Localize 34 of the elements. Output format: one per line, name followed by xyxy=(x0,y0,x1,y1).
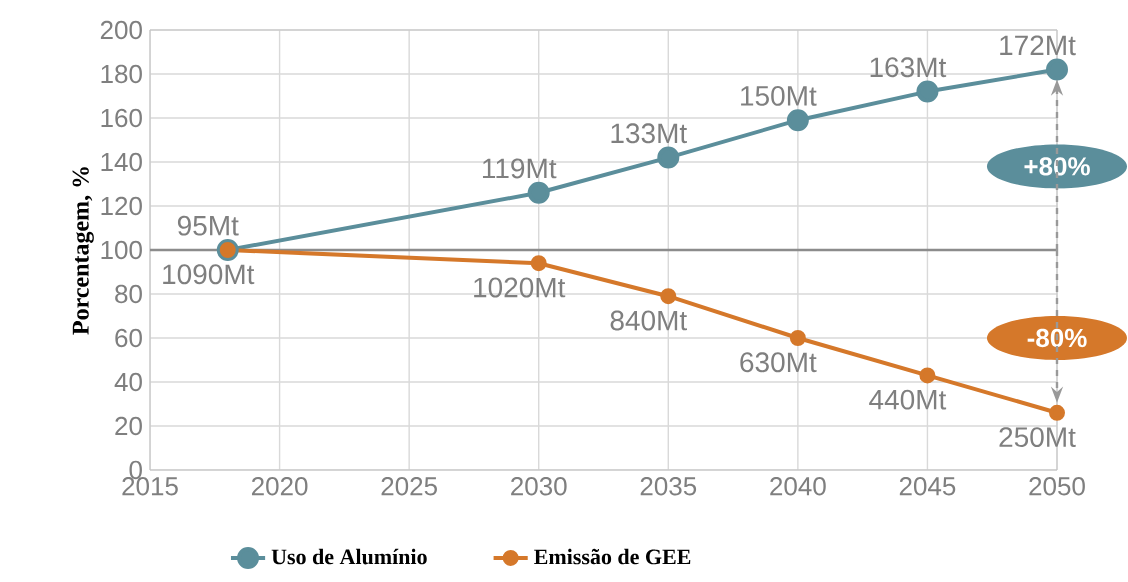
annotation: 440Mt xyxy=(869,389,947,410)
x-tick-label: 2040 xyxy=(770,477,826,496)
x-tick-label: 2030 xyxy=(511,477,567,496)
annotation: 1020Mt xyxy=(474,277,566,298)
x-tick-label: 2035 xyxy=(640,477,697,496)
x-tick-label: 2025 xyxy=(381,477,437,496)
legend-label: Uso de Alumínio xyxy=(271,548,427,565)
x-tick-label: 2045 xyxy=(899,477,956,496)
annotation: 119Mt xyxy=(482,158,557,179)
annotation: 150Mt xyxy=(741,85,817,106)
legend-label: Emissão de GEE xyxy=(534,548,691,565)
annotation: 163Mt xyxy=(870,57,947,78)
y-tick-label: 120 xyxy=(101,196,142,216)
y-tick-label: 140 xyxy=(101,152,142,172)
annotation: 250Mt xyxy=(999,427,1076,448)
y-tick-label: 180 xyxy=(101,64,142,84)
x-tick-label: 2050 xyxy=(1029,477,1085,496)
annotation: 1090Mt xyxy=(163,264,255,285)
annotation: 95Mt xyxy=(177,215,239,236)
y-tick-label: 40 xyxy=(114,372,142,392)
y-tick-label: 160 xyxy=(101,108,142,128)
y-tick-label: 20 xyxy=(115,416,142,436)
annotation: 840Mt xyxy=(610,310,687,331)
annotation: 133Mt xyxy=(611,123,687,144)
y-tick-label: 100 xyxy=(101,240,142,260)
x-tick-label: 2020 xyxy=(251,477,308,496)
y-tick-label: 80 xyxy=(115,284,142,304)
annotation: 172Mt xyxy=(1000,35,1076,56)
y-tick-label: 60 xyxy=(115,328,142,348)
annotation: 630Mt xyxy=(740,352,817,373)
y-tick-label: 200 xyxy=(100,20,142,40)
annotation: -80% xyxy=(1027,328,1087,348)
annotation: +80% xyxy=(1024,157,1090,176)
y-axis-title: Porcentagem, % xyxy=(72,167,94,335)
